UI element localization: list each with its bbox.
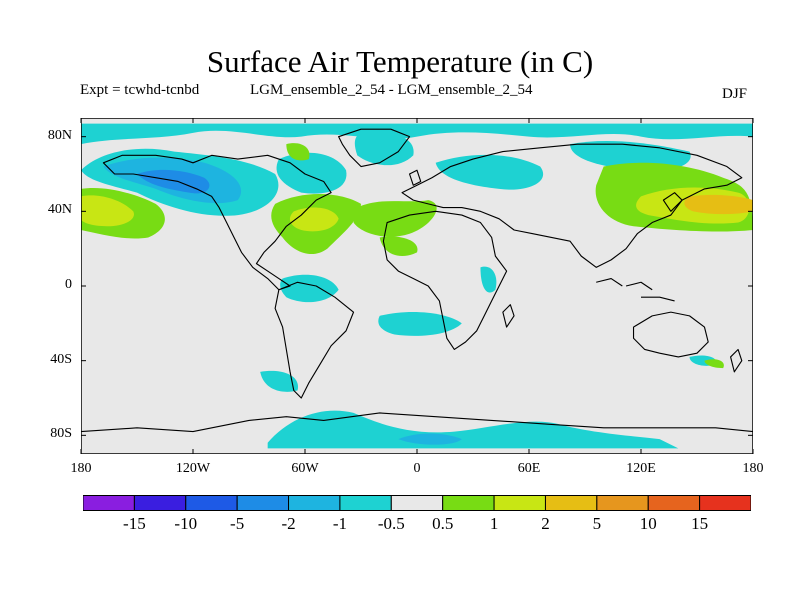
colorbar-label: -1	[332, 514, 347, 533]
north-america-coastline	[102, 154, 332, 291]
south-america-coastline	[274, 281, 355, 399]
colorbar-swatch	[493, 495, 546, 511]
canada-cool-region	[276, 152, 347, 194]
colorbar-swatch	[288, 495, 341, 511]
colorbar-label: 0.5	[432, 514, 454, 533]
new-zealand-coastline	[730, 348, 743, 373]
colorbar-swatch	[442, 495, 495, 511]
australia-coastline	[632, 311, 709, 358]
colorbar-swatch	[647, 495, 701, 511]
lon-tick-label: 120W	[175, 461, 211, 476]
tropical-atlantic-cool-patch	[280, 274, 339, 303]
colorbar-label: -0.5	[377, 514, 405, 533]
colorbar-swatch	[596, 495, 649, 511]
east-pacific-warm-core	[81, 195, 134, 227]
lon-tick-label: 180	[70, 461, 92, 476]
ensemble-label: LGM_ensemble_2_54 - LGM_ensemble_2_54	[250, 82, 533, 98]
south-atlantic-cool-patch	[378, 311, 462, 336]
madagascar-coastline	[502, 304, 515, 328]
antarctica-cool-core	[398, 433, 462, 445]
lon-tick-label: 0	[413, 461, 421, 476]
lon-tick-label: 60E	[517, 461, 541, 476]
coastlines	[81, 128, 753, 433]
colorbar-swatch	[133, 495, 187, 511]
arctic-cool-band	[81, 123, 753, 145]
lon-tick-label: 60W	[291, 461, 319, 476]
colorbar-label: -10	[174, 514, 198, 533]
us-warm-core	[289, 207, 339, 232]
antarctica-coastline	[81, 412, 753, 433]
greenland-coastline	[338, 128, 411, 168]
atlantic-ocean-warm-patch	[379, 236, 418, 257]
colorbar-label: -15	[123, 514, 146, 533]
lat-tick-label: 40N	[47, 202, 72, 218]
australia-warm-patch	[704, 359, 724, 369]
north-atlantic-warm-region	[353, 200, 437, 237]
lat-tick-label: 0	[65, 277, 72, 292]
greenland-cool-region	[354, 132, 414, 166]
experiment-label: Expt = tcwhd-tcnbd	[80, 82, 200, 98]
maritime-continent-coastline	[596, 277, 675, 302]
colorbar-label: -2	[281, 514, 296, 533]
colorbar-label: 15	[691, 514, 709, 533]
lon-tick-label: 180	[742, 461, 764, 476]
eurasia-cool-region	[435, 154, 544, 190]
west-pacific-warm-inner	[684, 194, 753, 215]
plot-title: Surface Air Temperature (in C)	[206, 44, 594, 79]
colorbar-swatch	[236, 495, 290, 511]
colorbar-swatch	[390, 495, 444, 511]
lat-tick-label: 80N	[47, 127, 72, 143]
colorbar-label: -5	[230, 514, 245, 533]
colorbar-label: 10	[639, 514, 657, 533]
season-label: DJF	[722, 86, 748, 102]
japan-coastline	[662, 192, 683, 212]
colorbar-swatch	[185, 495, 238, 511]
colorbar-label: 2	[541, 514, 550, 533]
colorbar-label: 5	[592, 514, 602, 533]
colorbar-swatch	[83, 495, 135, 511]
africa-coastline	[382, 210, 508, 351]
colorbar-swatch	[699, 495, 751, 511]
colorbar-swatch	[339, 495, 392, 511]
greenland-warm-patch	[286, 143, 310, 161]
world-map	[81, 118, 753, 454]
lon-tick-label: 120E	[626, 461, 656, 476]
lat-tick-label: 80S	[50, 426, 72, 442]
south-pacific-cool-patch	[260, 370, 299, 392]
lat-tick-label: 40S	[50, 351, 72, 367]
colorbar	[83, 495, 751, 511]
southern-ocean-cool-band	[267, 410, 679, 449]
east-africa-cool-patch	[480, 266, 497, 293]
alaska-cooling-inner	[137, 169, 210, 194]
colorbar-label: 1	[489, 514, 499, 533]
colorbar-swatch	[544, 495, 598, 511]
british-isles-coastline	[408, 169, 422, 186]
eurasia-coastline	[401, 143, 743, 268]
